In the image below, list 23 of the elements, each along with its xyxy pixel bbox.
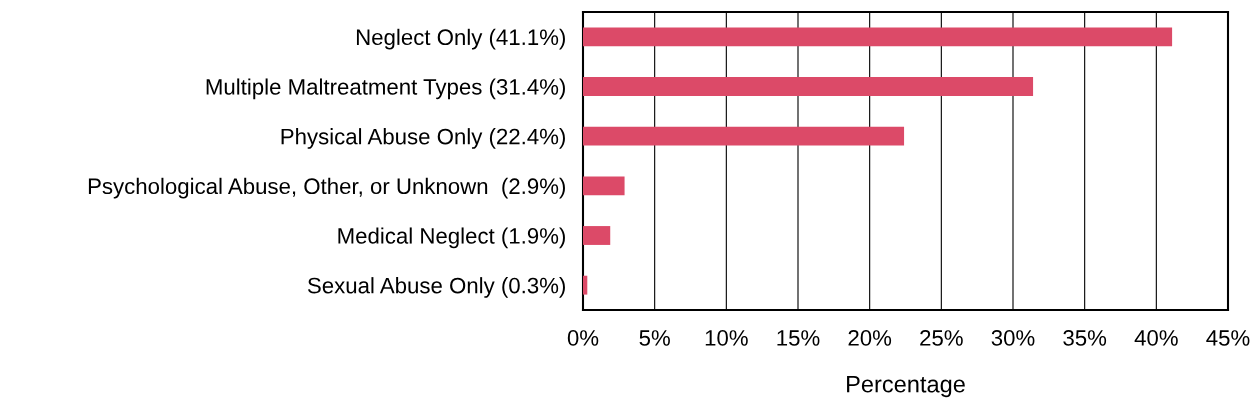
- bar: [583, 77, 1034, 96]
- bar: [583, 226, 611, 245]
- bar: [583, 176, 625, 196]
- bar: [583, 275, 588, 295]
- y-tick-label: Medical Neglect (1.9%): [338, 227, 565, 249]
- y-tick-label: Physical Abuse Only (22.4%): [281, 128, 565, 149]
- x-tick-label: 45%: [1206, 330, 1250, 346]
- x-tick-label: 40%: [1134, 330, 1178, 346]
- x-tick-label: 5%: [639, 330, 670, 346]
- y-tick-label: Psychological Abuse, Other, or Unknown (2.9%): [88, 177, 565, 199]
- y-tick-label: Neglect Only (41.1%): [356, 28, 565, 50]
- x-tick-label: 0%: [567, 330, 599, 346]
- x-tick-label: 15%: [777, 330, 820, 346]
- x-tick-label: 30%: [991, 330, 1035, 346]
- x-tick-label: 20%: [848, 330, 892, 346]
- y-tick-label: Sexual Abuse Only (0.3%): [307, 277, 565, 298]
- bar: [583, 126, 905, 146]
- x-tick-label: 10%: [705, 330, 748, 346]
- x-tick-label: 35%: [1063, 330, 1107, 346]
- y-tick-label: Multiple Maltreatment Types (31.4%): [206, 78, 565, 100]
- x-tick-label: 25%: [920, 330, 963, 346]
- bar: [583, 27, 1173, 47]
- x-axis-title: Percentage: [847, 376, 965, 398]
